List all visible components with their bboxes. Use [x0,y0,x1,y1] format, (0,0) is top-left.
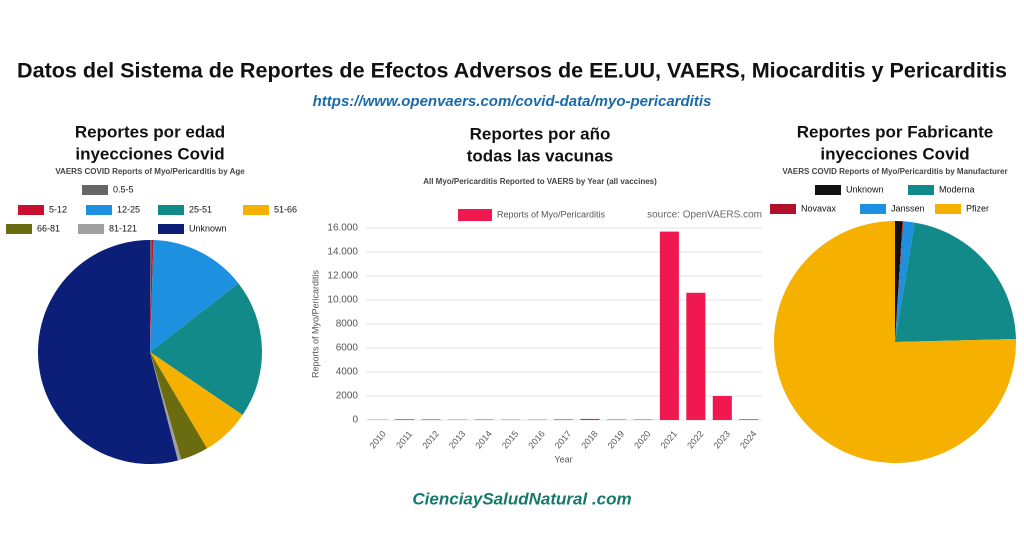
legend-swatch [78,224,104,234]
legend-label: 25-51 [189,204,212,214]
y-tick-label: 2000 [336,391,359,402]
x-tick-label: 2012 [420,429,441,451]
legend-swatch [935,204,961,214]
bar [686,292,706,420]
x-tick-label: 2018 [579,429,600,451]
x-tick-label: 2010 [367,429,388,451]
y-axis-label: Reports of Myo/Pericarditis [310,269,320,378]
x-tick-label: 2021 [659,429,680,451]
chart-subtitle: VAERS COVID Reports of Myo/Pericarditis … [55,167,245,176]
footer: CienciaySaludNatural .com [412,489,631,508]
x-tick-label: 2020 [632,429,653,451]
pie-slice [895,221,904,342]
legend-label: 51-66 [274,204,297,214]
bar [395,419,415,420]
legend-swatch [815,185,841,195]
y-tick-label: 14.000 [327,247,358,258]
pie-slice [150,240,152,352]
chart-title: inyecciones Covid [820,144,969,163]
legend-label: 81-121 [109,223,137,233]
bar [580,418,600,420]
pie-slice [150,240,239,352]
x-tick-label: 2024 [738,429,759,451]
y-tick-label: 6000 [336,343,359,354]
y-tick-label: 12.000 [327,271,358,282]
legend-swatch [158,224,184,234]
legend-label: 12-25 [117,204,140,214]
x-tick-label: 2011 [394,429,414,450]
legend-swatch [18,205,44,215]
main-title: Datos del Sistema de Reportes de Efectos… [17,60,1007,83]
chart-title: Reportes por Fabricante [797,122,994,141]
pie-slice [150,283,263,415]
x-tick-label: 2023 [712,429,733,451]
bar [659,231,679,420]
legend-label: Unknown [189,223,227,233]
chart-subtitle: All Myo/Pericarditis Reported to VAERS b… [423,177,657,186]
y-tick-label: 16.000 [327,223,358,234]
legend-label: Moderna [939,184,975,194]
legend-swatch [82,185,108,195]
x-tick-label: 2013 [447,429,468,451]
legend-swatch [908,185,934,195]
bar [712,396,732,420]
pie-slice [38,240,178,464]
chart-title: todas las vacunas [467,146,613,165]
chart-subtitle: VAERS COVID Reports of Myo/Pericarditis … [782,167,1007,176]
x-tick-label: 2022 [685,429,706,451]
legend-swatch [86,205,112,215]
bar [739,419,759,420]
legend-swatch [860,204,886,214]
x-axis-label: Year [554,454,572,464]
legend-swatch [458,209,492,221]
legend-label: Janssen [891,203,925,213]
legend-swatch [770,204,796,214]
pie-slice [150,240,154,352]
legend-swatch [6,224,32,234]
pie-slice [895,221,903,342]
pie-slice [150,352,182,461]
legend-swatch [243,205,269,215]
x-tick-label: 2016 [526,429,547,451]
chart-title: inyecciones Covid [75,144,224,163]
y-tick-label: 8000 [336,319,359,330]
bar [553,419,574,420]
bar [421,419,441,420]
x-tick-label: 2019 [606,429,627,451]
pie-slice [895,222,1016,342]
legend-label: 5-12 [49,204,67,214]
y-tick-label: 4000 [336,367,359,378]
x-tick-label: 2015 [500,429,521,451]
pie-slice [150,352,243,449]
pie-slice [895,221,915,342]
y-tick-label: 0 [352,415,358,426]
chart-title: Reportes por año [470,124,611,143]
pie-slice [774,221,1016,463]
legend-swatch [158,205,184,215]
y-tick-label: 10.000 [327,295,358,306]
legend-label: 66-81 [37,223,60,233]
x-tick-label: 2017 [553,429,574,451]
legend-label: Reports of Myo/Pericarditis [497,209,606,219]
pie-slice [150,352,208,460]
legend-label: Novavax [801,203,837,213]
source-note: source: OpenVAERS.com [647,210,762,221]
legend-label: Unknown [846,184,884,194]
x-tick-label: 2014 [473,429,494,451]
source-url: https://www.openvaers.com/covid-data/myo… [313,93,712,110]
chart-title: Reportes por edad [75,122,225,141]
legend-label: Pfizer [966,203,989,213]
legend-label: 0.5-5 [113,184,134,194]
